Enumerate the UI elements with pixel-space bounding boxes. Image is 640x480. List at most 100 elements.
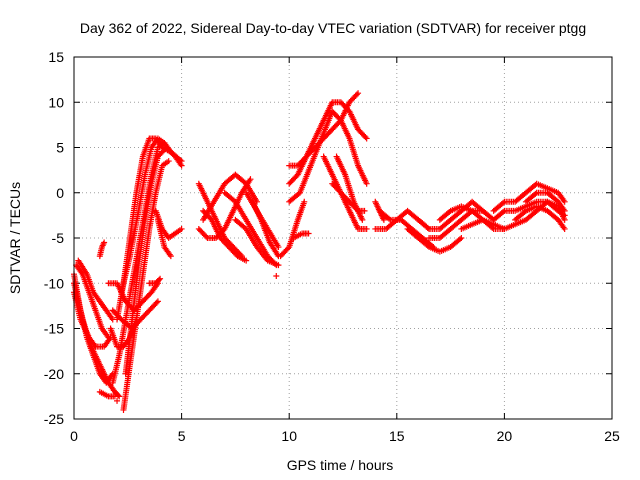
data-point [446,208,453,215]
x-axis-label: GPS time / hours [287,457,394,473]
data-point [458,235,465,241]
chart-title: Day 362 of 2022, Sidereal Day-to-day VTE… [80,20,586,36]
tick-labels: 0 5 10 15 20 25 15 10 5 0 -5 -10 -15 -20 -25 [44,49,620,444]
data-point [153,299,160,306]
data-point [178,225,185,232]
data-point [101,239,108,246]
series-arc-24 [232,216,282,269]
data-point [247,176,254,183]
series-arc-13 [105,280,161,314]
data-point [424,224,431,231]
data-point [561,198,568,205]
series-arc-18 [154,216,174,260]
series-arc-5 [75,257,116,323]
y-tick-label: -20 [44,366,64,382]
y-tick-label: -10 [44,275,64,291]
data-point [111,393,118,400]
series-arc-39 [415,198,486,232]
series-arc-43 [490,180,568,214]
x-tick-label: 10 [281,428,297,444]
x-tick-label: 20 [497,428,513,444]
y-tick-label: -5 [52,230,65,246]
y-tick-label: -15 [44,321,64,337]
data-point [177,156,184,163]
series-arc-38 [404,225,465,255]
data-point [532,190,539,197]
grid [73,56,613,420]
data-point [275,244,282,251]
series-outlier-1 [273,273,280,280]
series-arc-26 [249,198,282,260]
data-point [165,158,172,165]
data-point [114,397,121,404]
data-point [353,206,360,213]
y-tick-label: 0 [56,185,64,201]
series-arc-45 [501,198,568,232]
data-point [363,225,370,232]
series-arc-10 [122,144,185,377]
series-arc-47 [522,189,568,214]
data-point [353,91,360,98]
series-arc-30 [286,99,370,187]
x-tick-label: 25 [604,428,620,444]
data-point [273,273,280,280]
series-arc-9 [120,158,172,413]
y-tick-label: 5 [56,140,64,156]
series-arc-16 [146,275,164,287]
data-point [424,242,431,249]
data-point [521,208,528,215]
data-point [167,253,174,260]
data-point [133,316,140,323]
data-point [561,216,568,223]
x-tick-label: 15 [389,428,405,444]
data-point [178,158,185,165]
data-point [362,134,369,141]
series-arc-40 [426,207,497,241]
series-arc-12 [118,135,185,296]
data-point [154,298,161,305]
data-point [275,262,282,269]
data-point [380,216,387,223]
x-tick-label: 0 [70,428,78,444]
data-point [156,276,163,283]
data-point [561,225,568,232]
data-point [355,90,362,97]
series-arc-28 [290,230,312,241]
data-point [385,215,392,222]
series-arc-22 [200,171,260,223]
data-point [115,392,122,399]
data-point [359,216,366,223]
series-arc-27 [277,198,308,260]
data-point [105,334,112,341]
data-point [457,236,464,243]
data-point [301,198,308,205]
data-point [284,245,291,252]
series-arc-17 [152,207,185,241]
series-arc-31 [286,108,370,205]
plot-frame [73,56,613,420]
series-arc-15 [107,316,140,350]
data-point [157,275,164,282]
data-point [305,230,312,237]
series-arc-34 [329,180,368,214]
series-arc-7 [96,239,108,260]
data-point [243,257,250,264]
series-arc-46 [512,203,568,232]
y-tick-label: 15 [48,49,64,65]
data-points [71,90,568,413]
y-tick-label: -25 [44,411,64,427]
data-point [500,208,507,215]
series-arc-8 [109,139,168,386]
data-point [361,207,368,214]
y-tick-label: 10 [48,94,64,110]
data-point [500,199,507,206]
data-point [363,135,370,142]
data-point [203,233,210,240]
y-axis-label: SDTVAR / TECUs [7,182,23,294]
x-tick-label: 5 [178,428,186,444]
series-arc-3 [71,289,114,350]
series-outlier-2 [114,397,121,404]
series-arc-6 [96,388,118,400]
data-point [363,180,370,187]
